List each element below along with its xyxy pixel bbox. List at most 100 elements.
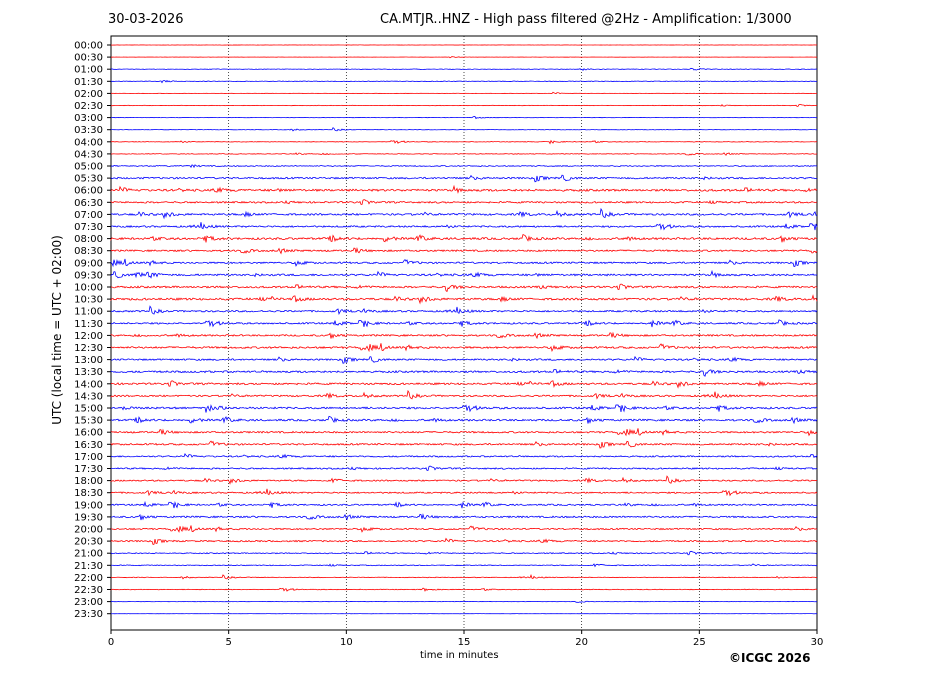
trace-1100	[110, 305, 818, 315]
y-tick-label: 20:30	[74, 537, 103, 548]
y-tick-label: 05:00	[74, 162, 103, 173]
trace-1200	[110, 331, 818, 340]
chart-date: 30-03-2026	[108, 12, 184, 27]
y-tick-label: 14:30	[74, 391, 103, 402]
trace-2130	[110, 563, 818, 568]
y-tick-label: 07:00	[74, 210, 103, 221]
traces	[110, 44, 818, 615]
y-tick-label: 03:30	[74, 125, 103, 136]
trace-0630	[110, 199, 818, 205]
trace-1900	[110, 500, 818, 509]
trace-1000	[110, 283, 818, 293]
x-tick-label: 20	[575, 637, 588, 648]
y-ticks: 00:0000:3001:0001:3002:0002:3003:0003:30…	[74, 41, 111, 620]
trace-0600	[110, 184, 818, 194]
trace-1830	[110, 488, 818, 497]
x-tick-label: 15	[458, 637, 471, 648]
trace-0130	[110, 79, 818, 84]
trace-1030	[110, 294, 818, 305]
y-tick-label: 13:30	[74, 367, 103, 378]
y-tick-label: 15:00	[74, 404, 103, 415]
y-tick-label: 00:30	[74, 53, 103, 64]
trace-0730	[110, 222, 818, 231]
trace-2300	[110, 600, 818, 603]
trace-2230	[110, 587, 818, 592]
y-tick-label: 21:30	[74, 561, 103, 572]
trace-1430	[110, 389, 818, 400]
y-tick-label: 04:00	[74, 137, 103, 148]
trace-1730	[110, 465, 818, 471]
y-tick-label: 21:00	[74, 549, 103, 560]
y-tick-label: 08:30	[74, 246, 103, 257]
trace-2030	[110, 537, 818, 545]
trace-0230	[110, 104, 818, 107]
copyright-label: ©ICGC 2026	[729, 651, 811, 665]
trace-1630	[110, 440, 818, 449]
y-tick-label: 12:00	[74, 331, 103, 342]
trace-0300	[110, 116, 818, 120]
trace-0500	[110, 164, 818, 169]
y-tick-label: 23:30	[74, 609, 103, 620]
y-tick-label: 19:00	[74, 500, 103, 511]
y-tick-label: 09:30	[74, 270, 103, 281]
y-tick-label: 10:00	[74, 283, 103, 294]
y-tick-label: 23:00	[74, 597, 103, 608]
trace-2200	[110, 574, 818, 580]
y-tick-label: 00:00	[74, 41, 103, 52]
y-tick-label: 20:00	[74, 525, 103, 536]
y-tick-label: 01:00	[74, 65, 103, 76]
y-tick-label: 22:30	[74, 585, 103, 596]
trace-1600	[110, 428, 818, 437]
y-tick-label: 18:30	[74, 488, 103, 499]
trace-0330	[110, 127, 818, 132]
trace-1800	[110, 475, 818, 485]
trace-0030	[110, 55, 818, 59]
y-tick-label: 07:30	[74, 222, 103, 233]
trace-0830	[110, 246, 818, 255]
y-tick-label: 02:30	[74, 101, 103, 112]
trace-2000	[110, 525, 818, 533]
y-tick-label: 09:00	[74, 258, 103, 269]
trace-1400	[110, 380, 818, 389]
trace-0430	[110, 152, 818, 156]
y-tick-label: 01:30	[74, 77, 103, 88]
y-tick-label: 16:00	[74, 428, 103, 439]
trace-1130	[110, 319, 818, 328]
trace-1930	[110, 513, 818, 521]
trace-0800	[110, 233, 818, 243]
y-tick-label: 11:30	[74, 319, 103, 330]
y-tick-label: 03:00	[74, 113, 103, 124]
y-tick-label: 08:00	[74, 234, 103, 245]
trace-1530	[110, 415, 818, 425]
x-tick-label: 25	[693, 637, 706, 648]
x-ticks: 0 5 10 15 20 25 30	[108, 630, 824, 648]
trace-1230	[110, 343, 818, 353]
y-tick-label: 19:30	[74, 512, 103, 523]
y-tick-label: 04:30	[74, 149, 103, 160]
y-tick-label: 14:00	[74, 379, 103, 390]
y-tick-label: 16:30	[74, 440, 103, 451]
y-tick-label: 13:00	[74, 355, 103, 366]
trace-1330	[110, 368, 818, 377]
y-tick-label: 18:00	[74, 476, 103, 487]
trace-0930	[110, 269, 818, 279]
trace-0400	[110, 139, 818, 145]
x-axis-label: time in minutes	[420, 650, 499, 661]
y-tick-label: 05:30	[74, 174, 103, 185]
y-tick-label: 15:30	[74, 416, 103, 427]
y-tick-label: 06:00	[74, 186, 103, 197]
x-tick-label: 30	[811, 637, 824, 648]
x-tick-label: 0	[108, 637, 114, 648]
y-tick-label: 22:00	[74, 573, 103, 584]
trace-2100	[110, 550, 818, 556]
trace-0200	[110, 91, 818, 95]
trace-1700	[110, 452, 818, 459]
y-axis-label: UTC (local time = UTC + 02:00)	[50, 235, 64, 425]
y-tick-label: 17:30	[74, 464, 103, 475]
x-tick-label: 5	[225, 637, 231, 648]
y-tick-label: 17:00	[74, 452, 103, 463]
chart-title: CA.MTJR..HNZ - High pass filtered @2Hz -…	[380, 12, 792, 27]
trace-0100	[110, 67, 818, 71]
trace-1500	[110, 404, 818, 413]
